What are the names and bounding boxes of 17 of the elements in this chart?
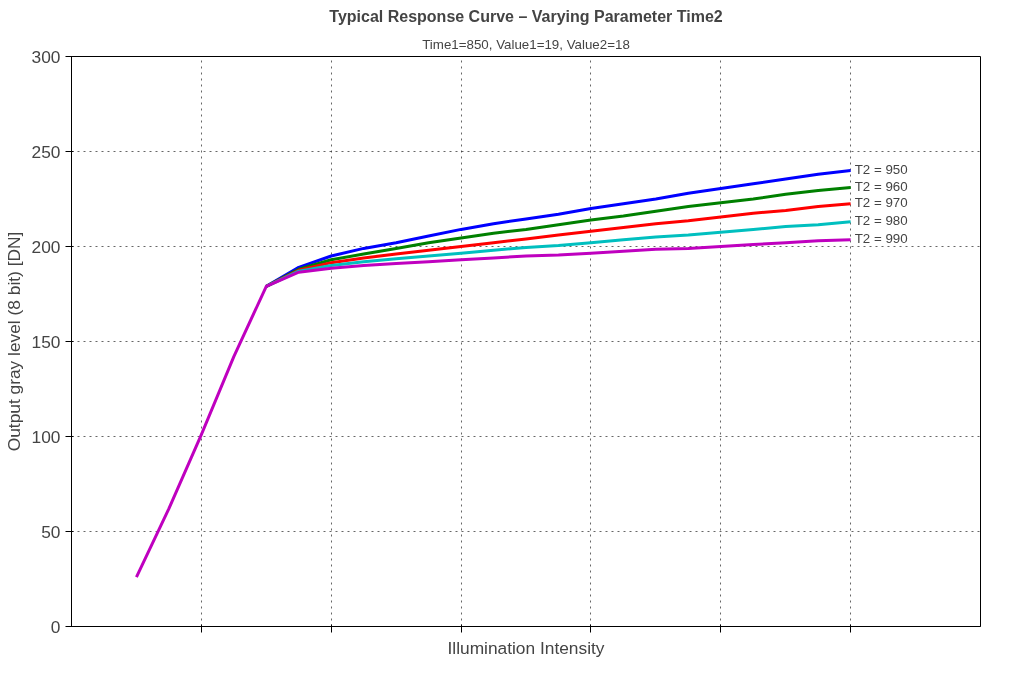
y-tick-label: 200 <box>31 236 61 257</box>
line-series <box>134 238 853 579</box>
y-axis-title: Output gray level (8 bit) [DN] <box>3 231 24 452</box>
chart-subtitle: Time1=850, Value1=19, Value2=18 <box>422 36 630 52</box>
series-label: T2 = 970 <box>854 194 908 210</box>
series-label: T2 = 950 <box>854 161 908 177</box>
y-tick-label: 100 <box>31 426 61 447</box>
chart-title: Typical Response Curve – Varying Parameter Time2 <box>329 7 723 25</box>
y-tick-label: 250 <box>31 141 61 162</box>
series-label: T2 = 990 <box>854 230 908 246</box>
y-tick-label: 0 <box>50 616 61 637</box>
y-tick-label: 150 <box>31 331 61 352</box>
y-tick-label: 300 <box>31 46 61 67</box>
series-label: T2 = 980 <box>854 212 908 228</box>
x-axis-title: Illumination Intensity <box>447 637 605 658</box>
y-tick-label: 50 <box>41 521 61 542</box>
series-label: T2 = 960 <box>854 178 908 194</box>
